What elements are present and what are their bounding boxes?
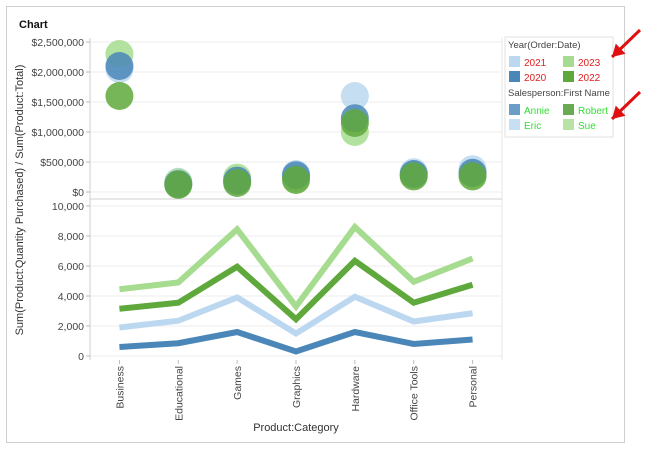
legend-swatch xyxy=(563,56,574,67)
y-tick-label: $2,500,000 xyxy=(31,37,84,49)
y-tick-label: 6,000 xyxy=(58,261,84,273)
legend-swatch xyxy=(509,119,520,130)
y-tick-label: 0 xyxy=(78,351,84,363)
x-tick-label: Hardware xyxy=(350,366,362,412)
x-tick-label: Office Tools xyxy=(409,366,421,420)
x-tick-label: Educational xyxy=(173,366,185,421)
legend-title-year: Year(Order:Date) xyxy=(508,40,581,51)
chart-title: Chart xyxy=(19,19,48,31)
legend-label: 2022 xyxy=(578,73,601,84)
series-line xyxy=(119,293,473,338)
legend-label: 2021 xyxy=(524,58,547,69)
chart-marks xyxy=(105,40,487,355)
legend-swatch xyxy=(509,104,520,115)
gridlines xyxy=(90,41,502,357)
x-tick-label: Games xyxy=(232,366,244,400)
legend-title-salesperson: Salesperson:First Name xyxy=(508,88,610,99)
annotation-arrows xyxy=(610,28,642,121)
x-axis-title: Product:Category xyxy=(253,422,339,434)
scatter-point xyxy=(105,52,134,80)
y-tick-label: 2,000 xyxy=(58,321,84,333)
y-tick-label: 4,000 xyxy=(58,291,84,303)
y-tick-label: 8,000 xyxy=(58,231,84,243)
legend-swatch xyxy=(563,71,574,82)
y-axis-title: Sum(Product:Quantity Purchased) / Sum(Pr… xyxy=(14,65,26,336)
axis-labels: $0 $500,000 $1,000,000 $1,500,000 $2,000,000… xyxy=(14,37,480,434)
y-tick-label: $2,000,000 xyxy=(31,67,84,79)
y-tick-label: $0 xyxy=(72,187,84,199)
legend-swatch xyxy=(563,104,574,115)
legend-label: Eric xyxy=(524,121,541,132)
scatter-point xyxy=(340,82,369,110)
arrow-head xyxy=(612,43,626,57)
y-tick-label: 10,000 xyxy=(52,201,84,213)
scatter-point xyxy=(282,166,310,194)
legend-label: 2023 xyxy=(578,58,601,69)
legend-label: 2020 xyxy=(524,73,547,84)
legend-label: Sue xyxy=(578,121,596,132)
x-tick-label: Business xyxy=(114,366,126,409)
series-line xyxy=(119,328,473,355)
scatter-point xyxy=(458,162,487,191)
axes xyxy=(86,38,503,364)
scatter-point xyxy=(223,169,252,197)
x-tick-label: Graphics xyxy=(291,366,303,408)
y-tick-label: $500,000 xyxy=(40,157,84,169)
scatter-point xyxy=(399,162,428,191)
scatter-point xyxy=(105,82,134,110)
scatter-point xyxy=(164,170,193,199)
legend-label: Robert xyxy=(578,106,608,117)
y-tick-label: $1,500,000 xyxy=(31,97,84,109)
arrow-head xyxy=(612,105,626,119)
legend-swatch xyxy=(509,71,520,82)
legend-box xyxy=(504,36,614,138)
legend-swatch xyxy=(563,119,574,130)
legend-swatch xyxy=(509,56,520,67)
x-tick-label: Personal xyxy=(468,366,480,407)
series-line xyxy=(119,256,474,324)
y-tick-label: $1,000,000 xyxy=(31,127,84,139)
legend-label: Annie xyxy=(524,106,550,117)
scatter-point xyxy=(340,109,369,137)
legend[interactable]: Year(Order:Date) 2021 2023 2020 2022 Salesper… xyxy=(504,36,614,138)
series-line xyxy=(119,222,474,312)
